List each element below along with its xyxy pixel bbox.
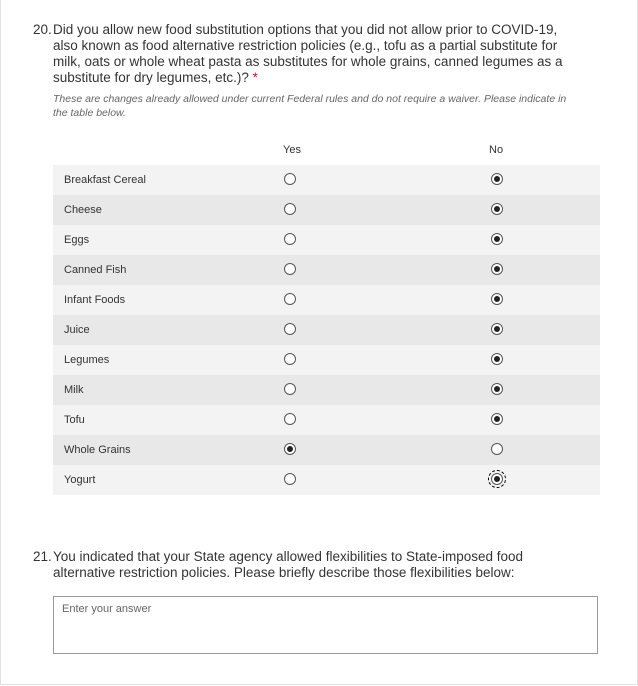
table-row: Yogurt xyxy=(53,465,600,495)
radio-no[interactable] xyxy=(491,443,503,455)
radio-yes[interactable] xyxy=(284,233,296,245)
radio-no[interactable] xyxy=(488,470,506,488)
radio-no[interactable] xyxy=(491,233,503,245)
table-row: Canned Fish xyxy=(53,255,600,285)
table-row: Cheese xyxy=(53,195,600,225)
radio-yes[interactable] xyxy=(284,383,296,395)
radio-no[interactable] xyxy=(491,353,503,365)
row-label: Cheese xyxy=(64,204,102,216)
question-description: These are changes already allowed under … xyxy=(53,93,567,119)
row-label: Juice xyxy=(64,324,90,336)
radio-no[interactable] xyxy=(491,293,503,305)
question-number: 20. xyxy=(33,22,52,37)
row-label: Canned Fish xyxy=(64,264,127,276)
table-row: Legumes xyxy=(53,345,600,375)
radio-yes[interactable] xyxy=(284,413,296,425)
radio-yes[interactable] xyxy=(284,323,296,335)
question-number: 21. xyxy=(33,549,52,564)
row-label: Yogurt xyxy=(64,474,96,486)
table-row: Juice xyxy=(53,315,600,345)
required-marker: * xyxy=(252,70,258,85)
question-title: Did you allow new food substitution opti… xyxy=(53,22,563,85)
table-row: Tofu xyxy=(53,405,600,435)
radio-yes[interactable] xyxy=(284,293,296,305)
radio-yes[interactable] xyxy=(284,443,296,455)
row-label: Breakfast Cereal xyxy=(64,174,146,186)
answer-input[interactable]: Enter your answer xyxy=(53,596,598,654)
row-label: Infant Foods xyxy=(64,294,126,306)
row-label: Milk xyxy=(64,384,84,396)
radio-no[interactable] xyxy=(491,173,503,185)
radio-yes[interactable] xyxy=(284,203,296,215)
column-header-no: No xyxy=(489,144,504,156)
radio-no[interactable] xyxy=(491,383,503,395)
radio-yes[interactable] xyxy=(284,173,296,185)
question-title: You indicated that your State agency all… xyxy=(53,549,524,580)
radio-no[interactable] xyxy=(491,323,503,335)
table-row: Breakfast Cereal xyxy=(53,165,600,195)
radio-no[interactable] xyxy=(491,203,503,215)
radio-yes[interactable] xyxy=(284,473,296,485)
row-label: Eggs xyxy=(64,234,90,246)
table-row: Eggs xyxy=(53,225,600,255)
question-21: 21. You indicated that your State agency… xyxy=(33,549,583,581)
table-row: Infant Foods xyxy=(53,285,600,315)
row-label: Whole Grains xyxy=(64,444,131,456)
column-header-yes: Yes xyxy=(283,144,301,156)
table-row: Whole Grains xyxy=(53,435,600,465)
table-row: Milk xyxy=(53,375,600,405)
row-label: Legumes xyxy=(64,354,110,366)
question-20: 20. Did you allow new food substitution … xyxy=(33,22,583,86)
radio-yes[interactable] xyxy=(284,353,296,365)
row-label: Tofu xyxy=(64,414,85,426)
radio-no[interactable] xyxy=(491,263,503,275)
radio-yes[interactable] xyxy=(284,263,296,275)
radio-no[interactable] xyxy=(491,413,503,425)
